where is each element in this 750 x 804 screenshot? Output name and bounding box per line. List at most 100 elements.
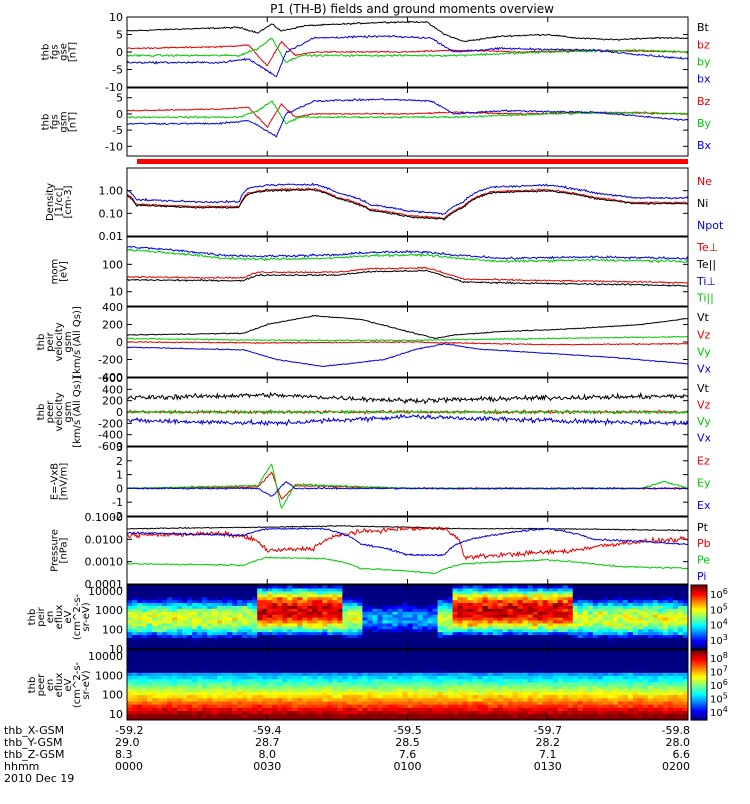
ylabel-line: [km/s (All Qs)]: [72, 306, 83, 378]
y-tick-label: 0.01: [99, 230, 124, 243]
heatmap-cell: [538, 650, 544, 654]
y-tick-label: 100: [102, 258, 123, 271]
heatmap-cell: [613, 585, 619, 589]
heatmap-cell: [137, 585, 143, 589]
heatmap-cell: [392, 650, 398, 654]
heatmap-cell: [227, 585, 233, 589]
heatmap-cell: [382, 585, 388, 589]
panel-peer-spectrogram: thbpeerenefluxeV(cm^2-s-sr-eV)1000010001…: [27, 650, 728, 721]
heatmap-cell: [503, 585, 509, 589]
heatmap-cell: [428, 650, 434, 654]
heatmap-cell: [468, 650, 474, 654]
series-lines: [127, 21, 688, 76]
legend-label: Te||: [696, 258, 716, 271]
heatmap-cell: [302, 650, 308, 654]
heatmap-cell: [478, 650, 484, 654]
heatmap-cell: [372, 585, 378, 589]
heatmap-cell: [488, 650, 494, 654]
heatmap-cell: [237, 650, 243, 654]
heatmap-cell: [277, 650, 283, 654]
heatmap-cell: [242, 650, 248, 654]
heatmap-cell: [513, 585, 519, 589]
heatmap-cell: [352, 650, 358, 654]
heatmap-cell: [257, 650, 263, 654]
series-line-Te: [127, 267, 688, 283]
heatmap-cell: [192, 585, 198, 589]
heatmap-cell: [342, 585, 348, 589]
heatmap-cell: [438, 585, 444, 589]
heatmap-cell: [367, 585, 373, 589]
heatmap-cell: [167, 585, 173, 589]
heatmap-cell: [583, 585, 589, 589]
heatmap-cell: [553, 650, 559, 654]
heatmap-cell: [157, 650, 163, 654]
y-tick-label: 0: [116, 108, 123, 121]
colorbar-label: 105: [710, 602, 728, 616]
heatmap-cell: [382, 650, 388, 654]
heatmap-cell: [453, 650, 459, 654]
heatmap-cell: [663, 585, 669, 589]
heatmap-cell: [142, 650, 148, 654]
heatmap-cell: [433, 585, 439, 589]
y-tick-label: -5: [112, 64, 123, 77]
heatmap-cell: [207, 585, 213, 589]
heatmap-cell: [222, 650, 228, 654]
ylabel-line: [nT]: [68, 112, 79, 132]
heatmap-cell: [357, 585, 363, 589]
heatmap-cell: [533, 650, 539, 654]
heatmap-cell: [252, 650, 258, 654]
legend-label: Ti⊥: [696, 275, 716, 288]
heatmap-cell: [533, 585, 539, 589]
heatmap-cell: [332, 585, 338, 589]
heatmap-cell: [623, 585, 629, 589]
series-line-by: [127, 38, 688, 62]
heatmap-cell: [658, 585, 664, 589]
heatmap-cell: [397, 650, 403, 654]
heatmap-cell: [668, 585, 674, 589]
heatmap-cell: [207, 650, 213, 654]
heatmap-cell: [247, 650, 253, 654]
heatmap-cell: [638, 585, 644, 589]
heatmap-cell: [182, 650, 188, 654]
colorbar-label: 106: [710, 587, 728, 601]
heatmap-cell: [563, 585, 569, 589]
heatmap-cell: [397, 585, 403, 589]
heatmap-cell: [538, 585, 544, 589]
heatmap-cell: [548, 650, 554, 654]
legend-label: Bx: [697, 139, 712, 152]
legend-label: Vy: [697, 415, 711, 428]
heatmap-cell: [387, 585, 393, 589]
heatmap-cell: [573, 650, 579, 654]
heatmap-cell: [322, 650, 328, 654]
legend-label: Pb: [697, 537, 711, 550]
heatmap-cell: [518, 650, 524, 654]
heatmap-cell: [342, 650, 348, 654]
heatmap-cell: [257, 585, 263, 589]
heatmap-cell: [147, 585, 153, 589]
heatmap-cell: [197, 585, 203, 589]
y-tick-label: 3: [116, 441, 123, 454]
heatmap-cell: [568, 650, 574, 654]
legend-label: Ni: [697, 197, 708, 210]
legend-label: Vz: [697, 328, 711, 341]
heatmap-cell: [458, 650, 464, 654]
heatmap-cell: [408, 650, 414, 654]
legend-label: Bz: [697, 95, 711, 108]
heatmap-cell: [167, 650, 173, 654]
series-lines: [127, 316, 688, 367]
heatmap-cell: [237, 585, 243, 589]
heatmap-cell: [618, 585, 624, 589]
heatmap-cell: [423, 585, 429, 589]
heatmap-cell: [498, 585, 504, 589]
heatmap-cell: [372, 650, 378, 654]
heatmap-cell: [282, 585, 288, 589]
legend-label: Vt: [697, 311, 710, 324]
heatmap-cell: [513, 650, 519, 654]
legend-label: Npot: [697, 219, 724, 232]
heatmap-cell: [578, 585, 584, 589]
series-line-Ne: [127, 188, 688, 219]
series-line-Ey: [127, 464, 688, 508]
ylabel-line: [nT]: [68, 42, 79, 62]
